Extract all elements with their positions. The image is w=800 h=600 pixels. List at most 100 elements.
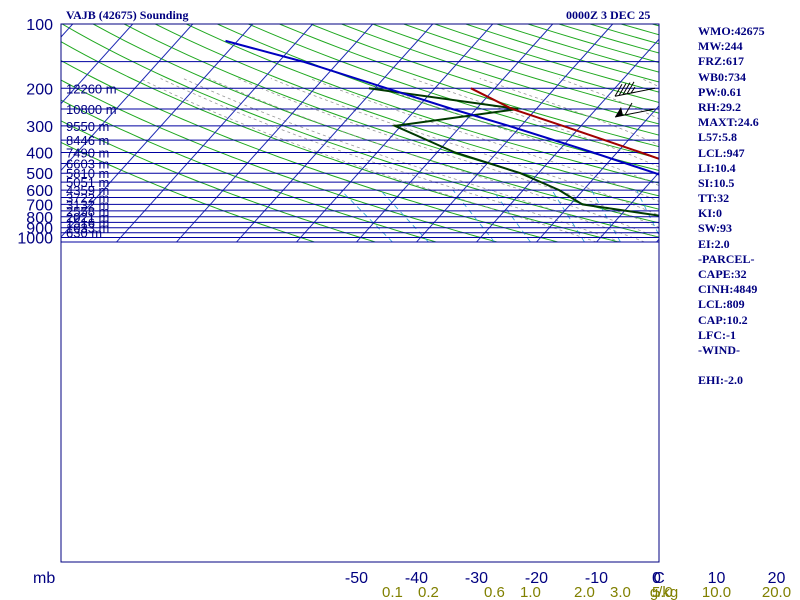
mixing-ratio-line (380, 189, 429, 243)
dry-adiabat (310, 24, 659, 136)
moist-adiabat (183, 78, 645, 243)
isotherm (176, 24, 374, 243)
mixing-ratio-line (793, 190, 800, 242)
dry-adiabat (61, 99, 437, 243)
index-item: CAP:10.2 (698, 312, 748, 327)
wind-barb-pennant (615, 107, 623, 117)
mixing-ratio-unit-label: g/kg (650, 584, 678, 600)
dry-adiabat (61, 141, 315, 243)
mixing-ratio-label: 5.0 (652, 584, 673, 600)
dewpoint-line (368, 87, 659, 217)
isotherm (116, 24, 314, 243)
height-label: 8446 m (66, 133, 109, 148)
wind-barb (614, 102, 656, 118)
moist-adiabat (356, 78, 659, 187)
pressure-tick-label: 400 (26, 146, 53, 163)
mixing-ratio-label: 3.0 (610, 584, 631, 600)
mixing-ratio-line (492, 189, 531, 243)
mixing-ratio-line (551, 189, 585, 243)
dry-adiabat (92, 24, 659, 224)
moist-adiabat (309, 78, 659, 202)
mixing-ratio-line (591, 189, 621, 243)
isotherm (536, 105, 659, 243)
mixing-ratio-label: 0.6 (484, 584, 505, 600)
pressure-tick-label: 1000 (17, 231, 53, 248)
chart-background-lines (61, 24, 800, 243)
temperature-line (470, 87, 659, 160)
height-label: 5051 m (66, 175, 109, 190)
pressure-tick-label: 500 (26, 166, 53, 183)
chart-data-lines (225, 39, 659, 217)
isotherm (416, 24, 614, 243)
index-item: RH:29.2 (698, 99, 741, 114)
height-label: 3722 m (66, 191, 109, 206)
pressure-tick-label: 100 (26, 17, 53, 34)
stability-indices-list: WMO:42675 MW:244 FRZ:617 WB0:734 PW:0.61 RH:2… (698, 24, 765, 389)
dry-adiabat (776, 24, 800, 242)
height-label: 2021 m (66, 210, 109, 225)
pressure-tick-label: 600 (26, 183, 53, 200)
index-item: FRZ:617 (698, 54, 744, 69)
mixing-ratio-label: 0.1 (382, 584, 403, 600)
chart-frame (60, 23, 660, 563)
chart-datetime: 0000Z 3 DEC 25 (566, 8, 651, 22)
mixing-ratio-label: 2.0 (574, 584, 595, 600)
mixing-ratio-label: 20.0 (762, 584, 791, 600)
isotherm (356, 24, 554, 243)
isotherm (61, 24, 194, 172)
index-item: CINH:4849 (698, 282, 758, 297)
mixing-ratio-label: 10.0 (702, 584, 731, 600)
dry-adiabat (186, 24, 659, 184)
moist-adiabat (160, 78, 621, 243)
pressure-tick-label: 700 (26, 197, 53, 214)
dry-adiabat (61, 120, 376, 243)
wind-barb (614, 81, 656, 97)
isotherm (596, 171, 659, 243)
pressure-tick-label: 900 (26, 221, 53, 238)
dry-adiabat (61, 79, 498, 243)
isotherm (61, 24, 254, 238)
height-label: 5810 m (66, 166, 109, 181)
dry-adiabat (61, 60, 558, 243)
moist-adiabat (270, 78, 659, 216)
height-label: 3132 m (66, 197, 109, 212)
chart-title: VAJB (42675) Sounding (66, 8, 189, 22)
index-item: LCL:809 (698, 297, 745, 312)
wind-barb-flag (624, 102, 633, 116)
index-item: LI:10.4 (698, 160, 736, 175)
wind-barb-halfflag (630, 86, 636, 94)
temperature-tick-label: -30 (465, 570, 488, 587)
isotherm (776, 24, 800, 242)
temperature-tick-label: 20 (768, 570, 786, 587)
plot-frame (60, 23, 660, 563)
index-item: LCL:947 (698, 145, 745, 160)
dry-adiabat (217, 24, 659, 172)
height-label: 4359 m (66, 183, 109, 198)
dry-adiabat (123, 24, 659, 210)
index-item: MAXT:24.6 (698, 115, 759, 130)
height-label: 7490 m (66, 146, 109, 161)
index-item (698, 358, 765, 373)
mixing-ratio-line (340, 189, 393, 243)
wind-barb-flag (618, 83, 627, 96)
pressure-unit-label: mb (33, 570, 55, 587)
moist-adiabat (208, 78, 659, 239)
parcel-line (225, 39, 659, 176)
wind-barb-staff (614, 87, 656, 97)
dry-adiabat (341, 24, 659, 125)
index-item: WMO:42675 (698, 24, 765, 38)
index-item: L57:5.8 (698, 130, 737, 145)
height-label: 12260 m (66, 81, 117, 96)
temperature-tick-label: -10 (585, 570, 608, 587)
temperature-tick-label: -50 (345, 570, 368, 587)
isotherm (296, 24, 494, 243)
mixing-ratio-line (636, 189, 659, 237)
temperature-tick-label: 0 (652, 570, 661, 587)
index-item: MW:244 (698, 39, 743, 54)
temperature-tick-label: 10 (708, 570, 726, 587)
height-label: 9550 m (66, 119, 109, 134)
mixing-ratio-line (452, 189, 495, 243)
pressure-tick-label: 300 (26, 119, 53, 136)
